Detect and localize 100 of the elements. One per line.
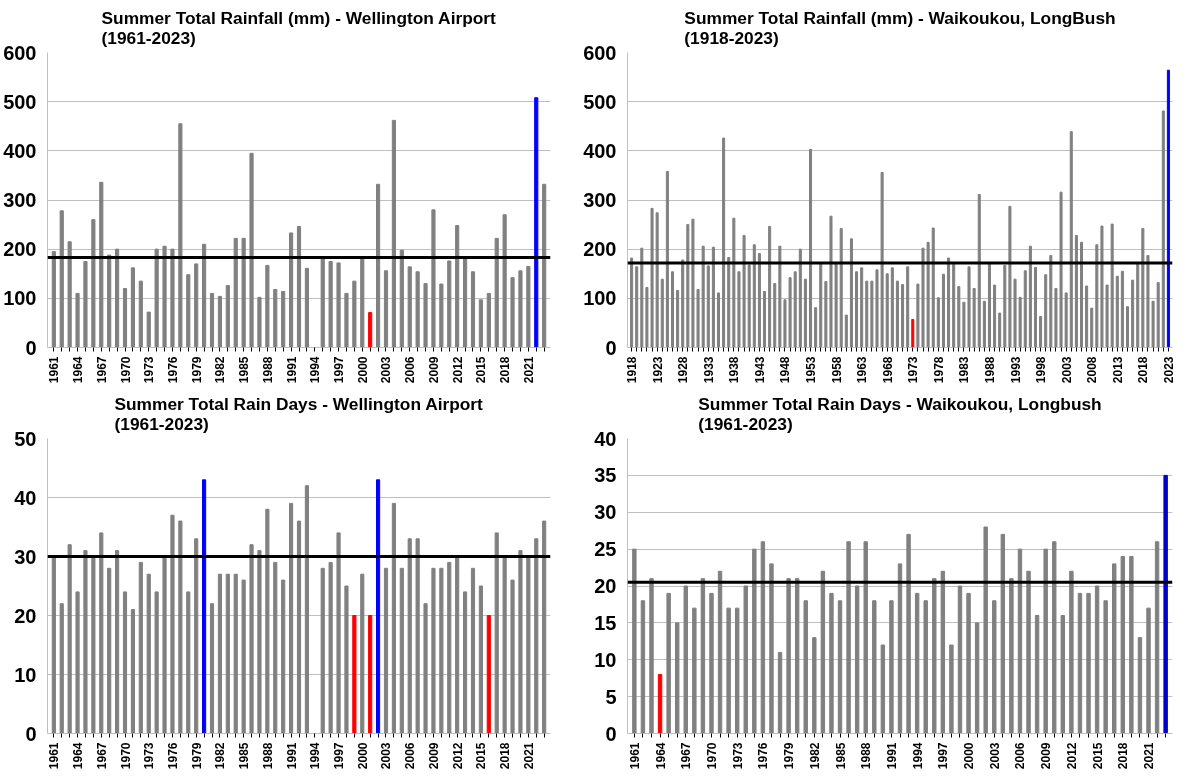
y-tick-label: 40 bbox=[14, 486, 37, 509]
y-tick-label: 20 bbox=[14, 604, 37, 627]
chart-title: Summer Total Rain Days - Wellington Airport (1961-2023) bbox=[114, 393, 484, 434]
x-tick-label: 1988 bbox=[260, 742, 275, 770]
x-tick-label: 1994 bbox=[910, 742, 925, 770]
x-tick-label: 2013 bbox=[1110, 356, 1125, 384]
x-tick-label: 1993 bbox=[1008, 356, 1023, 384]
x-tick-label: 1964 bbox=[653, 742, 668, 770]
y-tick-label: 500 bbox=[3, 90, 37, 113]
x-tick-label: 1997 bbox=[936, 742, 951, 770]
x-tick-label: 1997 bbox=[332, 742, 347, 770]
x-tick-label: 1988 bbox=[859, 742, 874, 770]
y-tick-label: 0 bbox=[25, 722, 37, 745]
y-tick-label: 30 bbox=[14, 545, 37, 568]
x-tick-label: 1938 bbox=[727, 356, 742, 384]
x-tick-label: 2012 bbox=[450, 742, 465, 770]
x-tick-label: 1964 bbox=[71, 356, 86, 384]
x-tick-label: 1985 bbox=[833, 742, 848, 770]
y-tick-label: 0 bbox=[605, 722, 617, 745]
y-tick-label: 15 bbox=[594, 611, 617, 634]
y-tick-label: 10 bbox=[594, 648, 617, 671]
y-tick-label: 0 bbox=[605, 336, 617, 359]
x-tick-label: 1961 bbox=[47, 356, 62, 384]
x-tick-label: 1991 bbox=[884, 742, 899, 770]
x-tick-label: 1964 bbox=[71, 742, 86, 770]
x-tick-label: 1973 bbox=[142, 356, 157, 384]
x-tick-label: 1985 bbox=[237, 742, 252, 770]
x-tick-label: 2006 bbox=[403, 742, 418, 770]
x-tick-label: 2015 bbox=[474, 742, 489, 770]
y-tick-label: 100 bbox=[583, 287, 617, 310]
x-tick-label: 1967 bbox=[94, 742, 109, 770]
x-tick-label: 1933 bbox=[701, 356, 716, 384]
x-tick-label: 1953 bbox=[804, 356, 819, 384]
x-tick-label: 1967 bbox=[94, 356, 109, 384]
x-tick-label: 2008 bbox=[1085, 356, 1100, 384]
y-tick-label: 200 bbox=[3, 238, 37, 261]
x-tick-label: 1998 bbox=[1034, 356, 1049, 384]
x-tick-label: 2018 bbox=[498, 742, 513, 770]
y-tick-label: 5 bbox=[605, 685, 617, 708]
x-tick-label: 1970 bbox=[118, 356, 133, 384]
x-tick-label: 1970 bbox=[704, 742, 719, 770]
y-tick-label: 35 bbox=[594, 464, 617, 487]
x-tick-label: 1918 bbox=[625, 356, 640, 384]
x-tick-label: 2006 bbox=[403, 356, 418, 384]
y-tick-label: 300 bbox=[583, 189, 617, 211]
x-tick-label: 2018 bbox=[1116, 742, 1131, 770]
y-tick-label: 500 bbox=[583, 90, 617, 113]
x-tick-label: 1979 bbox=[189, 356, 204, 384]
x-tick-label: 2000 bbox=[962, 742, 977, 770]
y-tick-label: 50 bbox=[14, 427, 37, 450]
x-tick-label: 2003 bbox=[1059, 356, 1074, 384]
x-tick-label: 1967 bbox=[679, 742, 694, 770]
x-tick-label: 1958 bbox=[829, 356, 844, 384]
y-tick-label: 20 bbox=[594, 575, 617, 597]
x-tick-label: 2021 bbox=[521, 742, 536, 770]
y-tick-label: 300 bbox=[3, 189, 37, 211]
x-tick-label: 1988 bbox=[260, 356, 275, 384]
x-tick-label: 2000 bbox=[355, 356, 370, 384]
y-tick-label: 10 bbox=[14, 663, 37, 686]
x-tick-label: 2012 bbox=[450, 356, 465, 384]
x-tick-label: 2018 bbox=[498, 356, 513, 384]
x-tick-label: 1923 bbox=[650, 356, 665, 384]
x-tick-label: 2015 bbox=[1090, 742, 1105, 770]
x-tick-label: 1961 bbox=[627, 742, 642, 770]
x-tick-label: 1973 bbox=[142, 742, 157, 770]
y-tick-label: 400 bbox=[583, 139, 617, 162]
x-tick-label: 1985 bbox=[237, 356, 252, 384]
x-tick-label: 1968 bbox=[880, 356, 895, 384]
x-tick-label: 2009 bbox=[426, 356, 441, 384]
x-tick-label: 2000 bbox=[355, 742, 370, 770]
chart-title: Summer Total Rainfall (mm) - Wellington Airport (1961-2023) bbox=[101, 7, 497, 48]
x-tick-label: 2006 bbox=[1013, 742, 1028, 770]
x-tick-label: 1982 bbox=[213, 742, 228, 770]
x-tick-label: 2009 bbox=[426, 742, 441, 770]
x-tick-label: 1963 bbox=[855, 356, 870, 384]
x-tick-label: 1979 bbox=[782, 742, 797, 770]
x-tick-label: 2015 bbox=[474, 356, 489, 384]
x-tick-label: 1943 bbox=[752, 356, 767, 384]
x-tick-label: 1982 bbox=[807, 742, 822, 770]
x-tick-label: 1979 bbox=[189, 742, 204, 770]
x-tick-label: 2018 bbox=[1136, 356, 1151, 384]
y-tick-label: 40 bbox=[594, 427, 617, 450]
x-tick-label: 1988 bbox=[982, 356, 997, 384]
x-tick-label: 1970 bbox=[118, 742, 133, 770]
x-tick-label: 2012 bbox=[1064, 742, 1079, 770]
x-tick-label: 1991 bbox=[284, 356, 299, 384]
x-tick-label: 1976 bbox=[165, 742, 180, 770]
x-tick-label: 2003 bbox=[379, 742, 394, 770]
x-tick-label: 2009 bbox=[1039, 742, 1054, 770]
x-tick-label: 2023 bbox=[1161, 356, 1176, 384]
x-tick-label: 1928 bbox=[676, 356, 691, 384]
chart-title: Summer Total Rainfall (mm) - Waikoukou, LongBush (1918-2023) bbox=[684, 7, 1116, 48]
y-tick-label: 400 bbox=[3, 139, 37, 162]
y-tick-label: 100 bbox=[3, 287, 37, 310]
x-tick-label: 2021 bbox=[1142, 742, 1157, 770]
x-tick-label: 2021 bbox=[521, 356, 536, 384]
x-tick-label: 1961 bbox=[47, 742, 62, 770]
y-tick-label: 200 bbox=[583, 238, 617, 261]
x-tick-label: 1994 bbox=[308, 356, 323, 384]
x-tick-label: 1973 bbox=[906, 356, 921, 384]
